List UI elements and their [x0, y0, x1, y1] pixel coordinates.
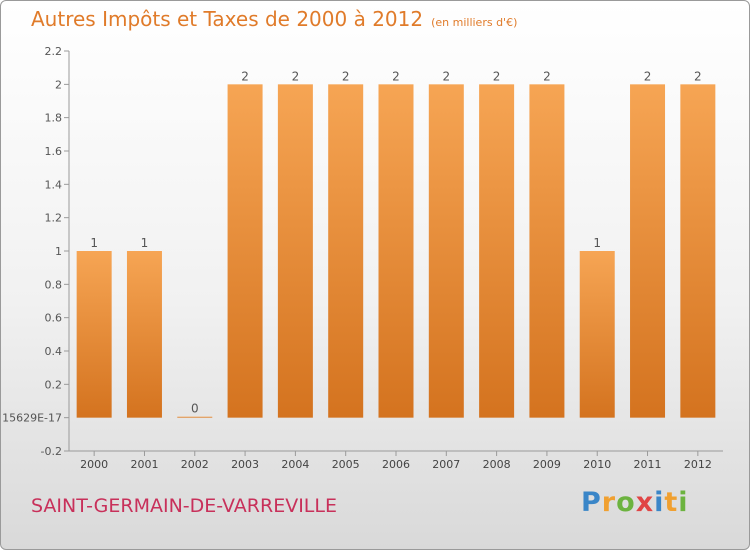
y-tick-label: 1.8 [45, 112, 63, 125]
bar [579, 251, 615, 418]
logo-letter: r [601, 487, 617, 518]
data-label: 1 [90, 236, 98, 250]
x-tick-label: 2011 [634, 458, 662, 471]
bar [630, 84, 666, 418]
x-tick-label: 2006 [382, 458, 410, 471]
bar [328, 84, 364, 418]
y-tick-label: 0.8 [45, 278, 63, 291]
data-label: 2 [442, 69, 450, 83]
chart-axes [64, 50, 723, 456]
chart-title-text: Autres Impôts et Taxes de 2000 à 2012 [31, 7, 424, 31]
data-label: 2 [292, 69, 300, 83]
bar [177, 416, 213, 418]
y-tick-label: -0.2 [41, 445, 62, 458]
data-label: 0 [191, 402, 199, 416]
proxiti-logo: Proxiti [581, 487, 689, 518]
x-tick-label: 2007 [432, 458, 460, 471]
chart-unit-label: (en milliers d'€) [431, 16, 518, 29]
data-label: 2 [392, 69, 400, 83]
bar [378, 84, 414, 418]
y-tick-label: 2 [55, 78, 62, 91]
logo-letter: o [616, 487, 636, 518]
x-tick-label: 2010 [583, 458, 611, 471]
y-tick-label: 1 [55, 245, 62, 258]
bar [227, 84, 263, 418]
x-tick-label: 2012 [684, 458, 712, 471]
y-tick-label: 1.6 [45, 145, 63, 158]
data-label: 2 [493, 69, 501, 83]
x-tick-label: 2002 [181, 458, 209, 471]
data-label: 2 [644, 69, 652, 83]
data-label: 2 [694, 69, 702, 83]
bar [479, 84, 515, 418]
data-label: 1 [593, 236, 601, 250]
x-tick-label: 2008 [483, 458, 511, 471]
bar [428, 84, 464, 418]
logo-letter: i [678, 487, 689, 518]
bar [529, 84, 565, 418]
y-tick-label: -1.15629E-17 [1, 412, 62, 425]
y-tick-label: 1.2 [45, 212, 63, 225]
data-label: 2 [342, 69, 350, 83]
y-tick-label: 1.4 [45, 178, 63, 191]
x-tick-label: 2009 [533, 458, 561, 471]
logo-letter: t [664, 487, 679, 518]
chart-labels: -0.2 -1.15629E-17 0.2 0.4 0.6 0.8 1 1.2 1.4 1.6 1.… [1, 45, 712, 471]
x-tick-label: 2005 [332, 458, 360, 471]
data-label: 1 [141, 236, 149, 250]
data-label: 2 [241, 69, 249, 83]
x-tick-label: 2001 [130, 458, 158, 471]
logo-letter: i [654, 487, 665, 518]
place-name: SAINT-GERMAIN-DE-VARREVILLE [31, 495, 337, 517]
x-tick-label: 2000 [80, 458, 108, 471]
bar [680, 84, 716, 418]
y-tick-label: 0.2 [45, 378, 63, 391]
y-tick-label: 0.4 [45, 345, 63, 358]
bar [76, 251, 112, 418]
chart-bars [76, 84, 716, 418]
bar [277, 84, 313, 418]
x-tick-label: 2004 [281, 458, 309, 471]
bar [126, 251, 162, 418]
x-tick-label: 2003 [231, 458, 259, 471]
y-tick-label: 2.2 [45, 45, 63, 58]
logo-letter: x [635, 487, 655, 518]
y-tick-label: 0.6 [45, 312, 63, 325]
data-label: 2 [543, 69, 551, 83]
chart-title: Autres Impôts et Taxes de 2000 à 2012 (en… [31, 7, 517, 31]
logo-letter: P [581, 487, 602, 518]
